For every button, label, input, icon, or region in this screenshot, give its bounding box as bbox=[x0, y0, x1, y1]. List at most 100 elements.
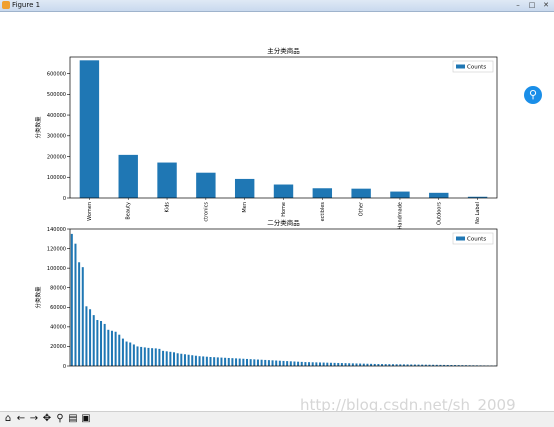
bar bbox=[217, 357, 219, 366]
y-axis-label: 分类数量 bbox=[34, 286, 42, 309]
bar bbox=[235, 179, 254, 198]
y-axis-label: 分类数量 bbox=[34, 116, 42, 139]
bar bbox=[118, 335, 120, 366]
bar bbox=[162, 351, 164, 366]
x-tick-label: Women bbox=[87, 202, 93, 221]
bar bbox=[126, 342, 128, 366]
bar bbox=[213, 357, 215, 366]
bar bbox=[359, 364, 361, 366]
bar bbox=[355, 363, 357, 366]
bar bbox=[261, 360, 263, 366]
legend-swatch bbox=[456, 237, 465, 241]
forward-icon[interactable]: → bbox=[28, 413, 40, 425]
bar bbox=[315, 362, 317, 366]
back-icon[interactable]: ← bbox=[15, 413, 27, 425]
bar bbox=[137, 346, 139, 366]
y-tick-label: 500000 bbox=[47, 92, 66, 98]
zoom-icon[interactable]: ⚲ bbox=[54, 413, 66, 425]
bar bbox=[115, 332, 117, 366]
x-tick-label: Outdoors bbox=[436, 202, 442, 225]
bar bbox=[363, 364, 365, 366]
bar bbox=[144, 347, 146, 366]
bar bbox=[122, 339, 124, 366]
bar bbox=[82, 267, 84, 366]
subplots-icon[interactable]: ▤ bbox=[67, 413, 79, 425]
y-tick-label: 80000 bbox=[50, 286, 66, 292]
y-tick-label: 140000 bbox=[47, 227, 66, 233]
bar bbox=[196, 173, 215, 198]
y-tick-label: 40000 bbox=[50, 325, 66, 331]
bar bbox=[352, 363, 354, 366]
bar bbox=[264, 360, 266, 366]
y-tick-label: 300000 bbox=[47, 134, 66, 140]
bar bbox=[274, 185, 293, 198]
bar bbox=[104, 324, 106, 366]
y-tick-label: 100000 bbox=[47, 175, 66, 181]
bar bbox=[341, 363, 343, 366]
save-icon[interactable]: ▣ bbox=[80, 413, 92, 425]
bar bbox=[206, 357, 208, 366]
pan-icon[interactable]: ✥ bbox=[41, 413, 53, 425]
y-tick-label: 200000 bbox=[47, 154, 66, 160]
window-title: Figure 1 bbox=[12, 0, 40, 11]
bar bbox=[85, 306, 87, 366]
close-icon[interactable]: ✕ bbox=[540, 1, 552, 10]
bar bbox=[297, 362, 299, 366]
y-tick-label: 600000 bbox=[47, 71, 66, 77]
legend-entry: Counts bbox=[467, 65, 486, 71]
bar bbox=[220, 358, 222, 366]
bar bbox=[268, 360, 270, 366]
bar bbox=[188, 355, 190, 366]
bar bbox=[282, 361, 284, 366]
bar bbox=[140, 347, 142, 366]
x-tick-label: No Label bbox=[475, 202, 481, 224]
bar bbox=[330, 363, 332, 366]
minimize-icon[interactable]: – bbox=[512, 1, 524, 10]
bar bbox=[210, 357, 212, 366]
x-tick-label: Other bbox=[359, 201, 365, 216]
figure-canvas: 主分类商品分类数量0100000200000300000400000500000… bbox=[0, 11, 554, 411]
bar bbox=[157, 163, 176, 198]
navigation-toolbar: ⌂←→✥⚲▤▣ bbox=[0, 411, 554, 427]
y-tick-label: 20000 bbox=[50, 344, 66, 350]
bar bbox=[100, 321, 102, 366]
legend-entry: Counts bbox=[467, 237, 486, 243]
bar bbox=[228, 358, 230, 366]
maximize-icon[interactable]: □ bbox=[526, 1, 538, 10]
bar bbox=[312, 362, 314, 366]
bar bbox=[290, 361, 292, 366]
bar bbox=[173, 352, 175, 366]
bar bbox=[348, 363, 350, 366]
bar bbox=[390, 192, 409, 198]
floating-search-icon[interactable]: ⚲ bbox=[524, 86, 542, 104]
bar bbox=[246, 359, 248, 366]
bar bbox=[202, 356, 204, 366]
bar bbox=[133, 344, 135, 366]
bar bbox=[334, 363, 336, 366]
bar bbox=[301, 362, 303, 366]
bar bbox=[429, 193, 448, 198]
x-tick-label: ctronics bbox=[203, 202, 209, 222]
app-icon bbox=[2, 1, 10, 9]
x-tick-label: Men bbox=[242, 202, 248, 213]
y-tick-label: 0 bbox=[63, 196, 66, 202]
x-tick-label: Handmade bbox=[397, 202, 403, 229]
bar bbox=[129, 343, 131, 366]
bar bbox=[96, 320, 98, 366]
bar bbox=[308, 362, 310, 366]
bar bbox=[231, 358, 233, 366]
bar bbox=[71, 234, 73, 366]
home-icon[interactable]: ⌂ bbox=[2, 413, 14, 425]
bar bbox=[177, 353, 179, 366]
bar bbox=[304, 362, 306, 366]
x-tick-label: Kids bbox=[165, 202, 171, 213]
bar bbox=[293, 361, 295, 366]
bar bbox=[93, 315, 95, 366]
bar bbox=[235, 358, 237, 366]
bar bbox=[242, 359, 244, 366]
y-tick-label: 100000 bbox=[47, 266, 66, 272]
x-tick-label: Home bbox=[281, 202, 287, 217]
bar bbox=[250, 359, 252, 366]
chart-title: 主分类商品 bbox=[267, 46, 300, 55]
bar bbox=[272, 360, 274, 366]
